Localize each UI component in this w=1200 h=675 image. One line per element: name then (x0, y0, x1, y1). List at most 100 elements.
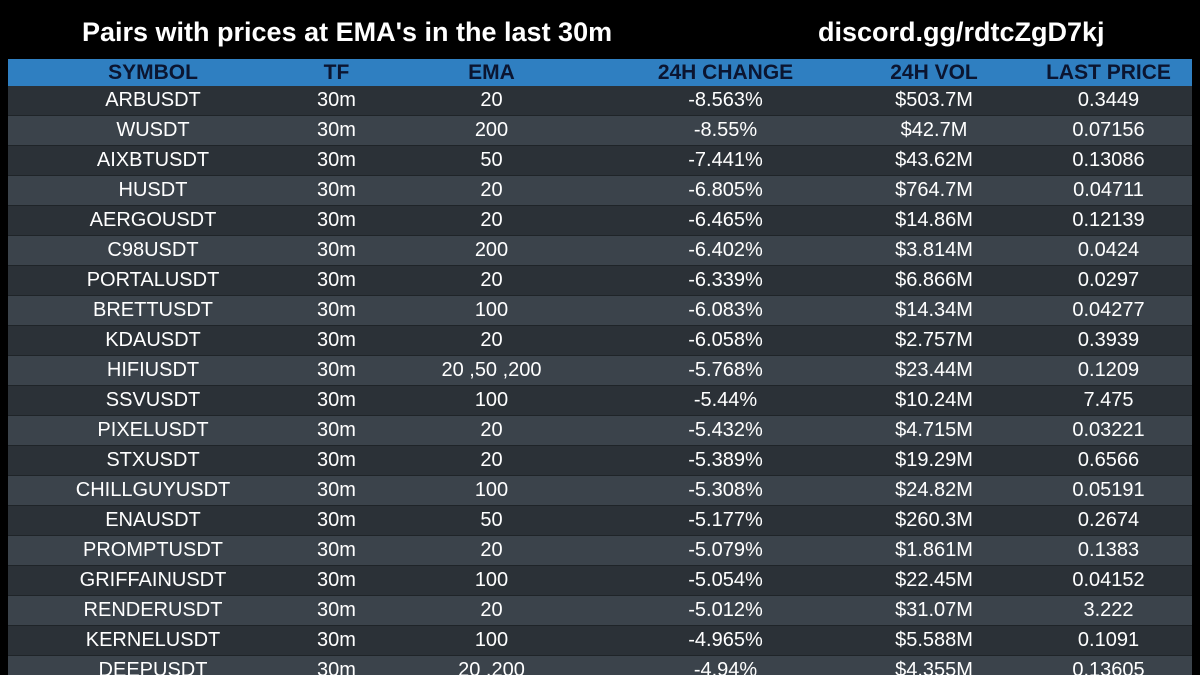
change-cell: -4.965% (608, 625, 843, 656)
tf-cell: 30m (298, 625, 375, 656)
change-cell: -5.177% (608, 505, 843, 536)
change-cell: -8.55% (608, 115, 843, 146)
ema-cell: 20 (375, 325, 608, 356)
volume-cell: $43.62M (843, 145, 1025, 176)
price-cell: 0.0424 (1025, 235, 1192, 266)
tf-cell: 30m (298, 385, 375, 416)
change-cell: -5.389% (608, 445, 843, 476)
table-row[interactable]: AIXBTUSDT 30m 50 -7.441% $43.62M 0.13086 (8, 145, 1192, 176)
change-cell: -6.058% (608, 325, 843, 356)
ema-cell: 20 (375, 86, 608, 116)
table-row[interactable]: KDAUSDT 30m 20 -6.058% $2.757M 0.3939 (8, 325, 1192, 356)
tf-cell: 30m (298, 655, 375, 675)
table-row[interactable]: GRIFFAINUSDT 30m 100 -5.054% $22.45M 0.04152 (8, 565, 1192, 596)
tf-cell: 30m (298, 565, 375, 596)
volume-cell: $2.757M (843, 325, 1025, 356)
change-cell: -6.402% (608, 235, 843, 266)
table-header: SYMBOL TF EMA 24H CHANGE 24H VOL LAST PR… (8, 59, 1192, 86)
volume-cell: $23.44M (843, 355, 1025, 386)
ema-cell: 100 (375, 565, 608, 596)
price-cell: 0.3449 (1025, 86, 1192, 116)
column-header-24h-change[interactable]: 24H CHANGE (657, 61, 794, 84)
price-cell: 0.1209 (1025, 355, 1192, 386)
volume-cell: $31.07M (843, 595, 1025, 626)
table-row[interactable]: PIXELUSDT 30m 20 -5.432% $4.715M 0.03221 (8, 415, 1192, 446)
table-row[interactable]: SSVUSDT 30m 100 -5.44% $10.24M 7.475 (8, 385, 1192, 416)
volume-cell: $14.86M (843, 205, 1025, 236)
ema-cell: 20 ,50 ,200 (375, 355, 608, 386)
table-row[interactable]: RENDERUSDT 30m 20 -5.012% $31.07M 3.222 (8, 595, 1192, 626)
change-cell: -5.079% (608, 535, 843, 566)
change-cell: -5.012% (608, 595, 843, 626)
price-cell: 0.6566 (1025, 445, 1192, 476)
change-cell: -6.805% (608, 175, 843, 206)
column-header-ema[interactable]: EMA (468, 61, 515, 84)
tf-cell: 30m (298, 415, 375, 446)
symbol-cell: HIFIUSDT (8, 355, 298, 386)
column-header-tf[interactable]: TF (323, 61, 350, 84)
symbol-cell: RENDERUSDT (8, 595, 298, 626)
change-cell: -5.768% (608, 355, 843, 386)
table-row[interactable]: AERGOUSDT 30m 20 -6.465% $14.86M 0.12139 (8, 205, 1192, 236)
table-row[interactable]: CHILLGUYUSDT 30m 100 -5.308% $24.82M 0.05191 (8, 475, 1192, 506)
table-row[interactable]: HUSDT 30m 20 -6.805% $764.7M 0.04711 (8, 175, 1192, 206)
ema-cell: 100 (375, 295, 608, 326)
table-row[interactable]: WUSDT 30m 200 -8.55% $42.7M 0.07156 (8, 115, 1192, 146)
tf-cell: 30m (298, 505, 375, 536)
ema-cell: 20 (375, 445, 608, 476)
tf-cell: 30m (298, 595, 375, 626)
tf-cell: 30m (298, 475, 375, 506)
table-row[interactable]: STXUSDT 30m 20 -5.389% $19.29M 0.6566 (8, 445, 1192, 476)
change-cell: -4.94% (608, 655, 843, 675)
table-row[interactable]: DEEPUSDT 30m 20 ,200 -4.94% $4.355M 0.13605 (8, 655, 1192, 675)
price-cell: 0.12139 (1025, 205, 1192, 236)
discord-link[interactable]: discord.gg/rdtcZgD7kj (818, 17, 1105, 47)
symbol-cell: PROMPTUSDT (8, 535, 298, 566)
table-row[interactable]: C98USDT 30m 200 -6.402% $3.814M 0.0424 (8, 235, 1192, 266)
symbol-cell: AERGOUSDT (8, 205, 298, 236)
table-row[interactable]: PORTALUSDT 30m 20 -6.339% $6.866M 0.0297 (8, 265, 1192, 296)
price-cell: 0.04152 (1025, 565, 1192, 596)
column-header-last-price[interactable]: LAST PRICE (1046, 61, 1171, 84)
table-row[interactable]: ENAUSDT 30m 50 -5.177% $260.3M 0.2674 (8, 505, 1192, 536)
change-cell: -8.563% (608, 86, 843, 116)
tf-cell: 30m (298, 355, 375, 386)
column-header-24h-vol[interactable]: 24H VOL (890, 61, 978, 84)
ema-cell: 200 (375, 115, 608, 146)
volume-cell: $764.7M (843, 175, 1025, 206)
price-cell: 7.475 (1025, 385, 1192, 416)
column-header-symbol[interactable]: SYMBOL (108, 61, 198, 84)
table-body: ARBUSDT 30m 20 -8.563% $503.7M 0.3449 WUSDT 30m… (8, 86, 1192, 675)
table-row[interactable]: ARBUSDT 30m 20 -8.563% $503.7M 0.3449 (8, 86, 1192, 116)
page-title: Pairs with prices at EMA's in the last 3… (82, 17, 613, 47)
price-cell: 0.13605 (1025, 655, 1192, 675)
ema-cell: 100 (375, 475, 608, 506)
volume-cell: $260.3M (843, 505, 1025, 536)
table-row[interactable]: HIFIUSDT 30m 20 ,50 ,200 -5.768% $23.44M 0.12… (8, 355, 1192, 386)
table-row[interactable]: KERNELUSDT 30m 100 -4.965% $5.588M 0.1091 (8, 625, 1192, 656)
volume-cell: $24.82M (843, 475, 1025, 506)
volume-cell: $42.7M (843, 115, 1025, 146)
ema-cell: 50 (375, 505, 608, 536)
price-cell: 0.05191 (1025, 475, 1192, 506)
symbol-cell: KERNELUSDT (8, 625, 298, 656)
tf-cell: 30m (298, 235, 375, 266)
price-cell: 0.04277 (1025, 295, 1192, 326)
ema-cell: 20 (375, 205, 608, 236)
volume-cell: $4.715M (843, 415, 1025, 446)
ema-cell: 20 (375, 535, 608, 566)
tf-cell: 30m (298, 265, 375, 296)
symbol-cell: ARBUSDT (8, 86, 298, 116)
table-row[interactable]: BRETTUSDT 30m 100 -6.083% $14.34M 0.04277 (8, 295, 1192, 326)
price-cell: 0.3939 (1025, 325, 1192, 356)
change-cell: -5.432% (608, 415, 843, 446)
ema-cell: 20 (375, 415, 608, 446)
tf-cell: 30m (298, 445, 375, 476)
price-cell: 0.03221 (1025, 415, 1192, 446)
symbol-cell: BRETTUSDT (8, 295, 298, 326)
tf-cell: 30m (298, 295, 375, 326)
ema-cell: 100 (375, 385, 608, 416)
price-cell: 0.0297 (1025, 265, 1192, 296)
table-row[interactable]: PROMPTUSDT 30m 20 -5.079% $1.861M 0.1383 (8, 535, 1192, 566)
ema-cell: 20 (375, 175, 608, 206)
